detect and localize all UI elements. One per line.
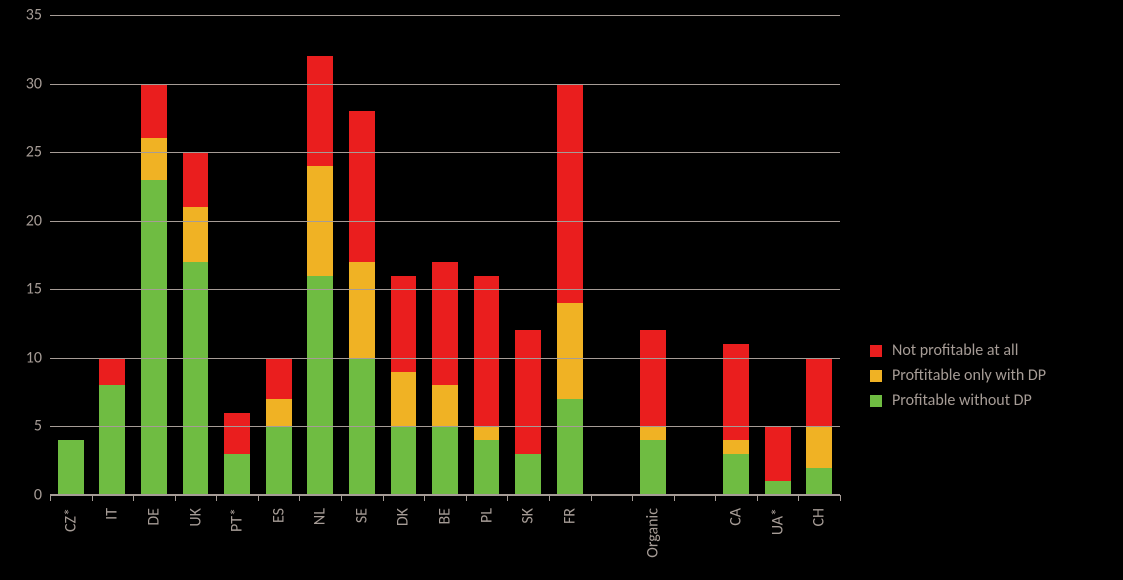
bar-segment-profitable_only_dp	[806, 426, 832, 467]
bar-segment-profitable_without_dp	[266, 426, 292, 495]
x-tick-label: PL	[487, 493, 506, 508]
gridline	[50, 15, 840, 16]
x-tick-label: CH	[819, 490, 838, 509]
bar-segment-profitable_without_dp	[432, 426, 458, 495]
bar-segment-profitable_without_dp	[557, 399, 583, 495]
bar-segment-profitable_without_dp	[391, 426, 417, 495]
x-tick-mark	[840, 495, 841, 501]
legend-item: Not profitable at all	[870, 341, 1046, 360]
legend-swatch	[870, 345, 882, 357]
bar-segment-profitable_without_dp	[723, 454, 749, 495]
legend-swatch	[870, 395, 882, 407]
gridline	[50, 289, 840, 290]
bar-segment-not_profitable	[307, 56, 333, 166]
bar-group	[224, 413, 250, 495]
x-tick-label: FR	[570, 492, 589, 508]
bar-segment-not_profitable	[765, 426, 791, 481]
y-tick-label: 15	[26, 280, 42, 299]
legend-label: Proftitable only with DP	[892, 366, 1046, 385]
bar-segment-profitable_only_dp	[723, 440, 749, 454]
legend: Not profitable at all Proftitable only wi…	[870, 335, 1046, 416]
y-tick-label: 5	[34, 417, 42, 436]
bar-group	[432, 262, 458, 495]
gridline	[50, 426, 840, 427]
bar-group	[349, 111, 375, 495]
bar-group	[474, 276, 500, 495]
bar-segment-profitable_without_dp	[307, 276, 333, 495]
bar-segment-profitable_without_dp	[183, 262, 209, 495]
legend-swatch	[870, 370, 882, 382]
x-tick-label: NL	[320, 491, 339, 508]
bar-segment-profitable_without_dp	[141, 180, 167, 495]
bar-segment-profitable_without_dp	[474, 440, 500, 495]
bar-group	[391, 276, 417, 495]
x-tick-label: Organic	[653, 458, 672, 508]
x-tick-label: DE	[154, 490, 173, 508]
x-axis-labels: CZ*ITDEUKPT*ESNLSEDKBEPLSKFROrganicCAUA*…	[50, 500, 840, 570]
plot-area: 05101520253035	[50, 15, 840, 495]
y-tick-label: 25	[26, 143, 42, 162]
x-tick-label: BE	[445, 491, 464, 508]
bar-segment-profitable_without_dp	[515, 454, 541, 495]
bar-segment-not_profitable	[99, 358, 125, 385]
y-tick-label: 35	[26, 6, 42, 25]
bar-segment-not_profitable	[557, 84, 583, 303]
bar-segment-profitable_only_dp	[141, 138, 167, 179]
bars-layer	[50, 15, 840, 495]
y-tick-label: 20	[26, 211, 42, 230]
legend-label: Profitable without DP	[892, 391, 1032, 410]
x-tick-label: SK	[528, 492, 547, 508]
bar-segment-profitable_only_dp	[183, 207, 209, 262]
bar-group	[723, 344, 749, 495]
bar-segment-not_profitable	[640, 330, 666, 426]
y-tick-label: 10	[26, 348, 42, 367]
x-tick-label: SE	[362, 493, 381, 508]
bar-segment-profitable_without_dp	[99, 385, 125, 495]
bar-segment-not_profitable	[224, 413, 250, 454]
gridline	[50, 152, 840, 153]
y-tick-label: 0	[34, 486, 42, 505]
legend-item: Proftitable only with DP	[870, 366, 1046, 385]
bar-segment-not_profitable	[474, 276, 500, 427]
bar-group	[307, 56, 333, 495]
bar-segment-not_profitable	[515, 330, 541, 453]
gridline	[50, 84, 840, 85]
gridline	[50, 358, 840, 359]
x-tick-label: CZ*	[71, 484, 90, 508]
bar-segment-not_profitable	[141, 84, 167, 139]
bar-segment-not_profitable	[266, 358, 292, 399]
bar-segment-profitable_only_dp	[474, 426, 500, 440]
bar-segment-profitable_only_dp	[432, 385, 458, 426]
bar-segment-profitable_only_dp	[391, 372, 417, 427]
x-tick-label: ES	[279, 493, 298, 508]
bar-segment-not_profitable	[183, 152, 209, 207]
bar-segment-not_profitable	[806, 358, 832, 427]
x-tick-label: DK	[403, 490, 422, 508]
bar-segment-profitable_only_dp	[266, 399, 292, 426]
y-tick-label: 30	[26, 74, 42, 93]
bar-segment-profitable_only_dp	[349, 262, 375, 358]
legend-item: Profitable without DP	[870, 391, 1046, 410]
bar-segment-not_profitable	[432, 262, 458, 385]
gridline	[50, 221, 840, 222]
bar-segment-profitable_only_dp	[557, 303, 583, 399]
x-tick-label: UK	[196, 489, 215, 508]
chart-container: 05101520253035 CZ*ITDEUKPT*ESNLSEDKBEPLS…	[0, 0, 1123, 580]
bar-group	[183, 152, 209, 495]
bar-segment-profitable_only_dp	[640, 426, 666, 440]
bar-group	[515, 330, 541, 495]
x-tick-label: UA*	[778, 481, 797, 508]
x-tick-label: CA	[736, 490, 755, 508]
x-tick-label: PT*	[237, 484, 256, 508]
x-tick-label: IT	[112, 496, 131, 508]
bar-segment-not_profitable	[349, 111, 375, 262]
legend-label: Not profitable at all	[892, 341, 1018, 360]
